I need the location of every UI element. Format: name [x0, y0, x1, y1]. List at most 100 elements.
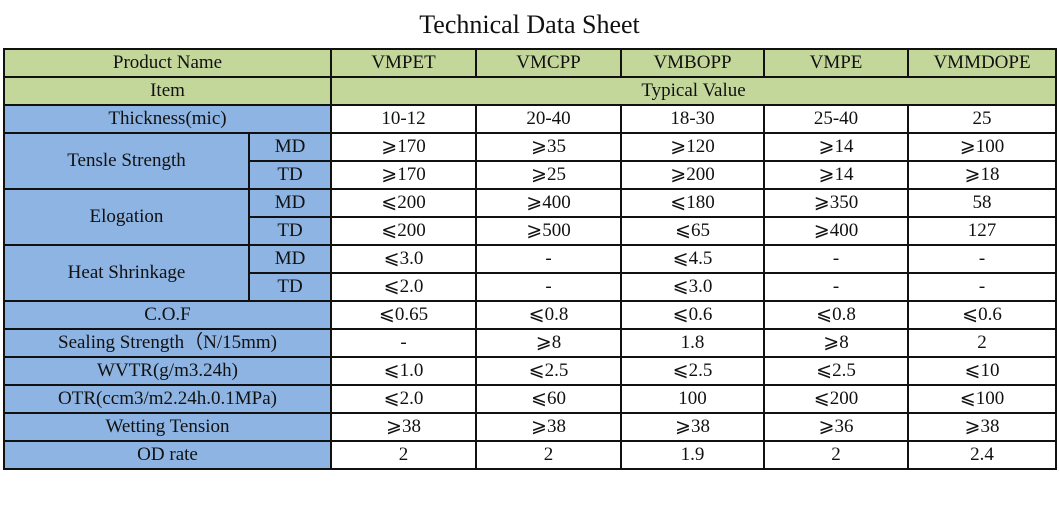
row-label: C.O.F: [2, 300, 333, 330]
table-row-wetting: Wetting Tension ⩾38 ⩾38 ⩾38 ⩾36 ⩾38: [2, 412, 1058, 442]
product-vmpe: VMPE: [763, 48, 910, 78]
cell-value: ⩽1.0: [330, 356, 478, 386]
row-label: Thickness(mic): [2, 104, 333, 134]
cell-value: 2: [763, 440, 910, 470]
cell-value: 10-12: [330, 104, 478, 134]
row-label: Tensle Strength: [3, 132, 250, 190]
cell-value: ⩾35: [475, 132, 623, 162]
cell-value: 2.4: [907, 440, 1058, 470]
item-label: Item: [2, 76, 333, 106]
table-row-elongation-td: TD ⩽200 ⩾500 ⩽65 ⩾400 127: [4, 216, 1058, 246]
row-label: OTR(ccm3/m2.24h.0.1MPa): [2, 384, 333, 414]
cell-value: ⩾350: [763, 188, 910, 218]
page-title: Technical Data Sheet: [419, 10, 640, 39]
product-name-label: Product Name: [2, 48, 333, 78]
cell-value: 25: [907, 104, 1058, 134]
cell-value: ⩽0.65: [330, 300, 478, 330]
row-label: WVTR(g/m3.24h): [2, 356, 333, 386]
product-vmbopp: VMBOPP: [620, 48, 766, 78]
cell-value: ⩾500: [475, 216, 623, 246]
cell-value: ⩾36: [763, 412, 910, 442]
cell-value: ⩽100: [907, 384, 1058, 414]
row-label: Wetting Tension: [2, 412, 333, 442]
cell-value: -: [763, 244, 910, 274]
cell-value: ⩾400: [763, 216, 910, 246]
table-row-cof: C.O.F ⩽0.65 ⩽0.8 ⩽0.6 ⩽0.8 ⩽0.6: [2, 300, 1058, 330]
cell-value: ⩽2.5: [620, 356, 766, 386]
row-label: Sealing Strength（N/15mm): [2, 328, 333, 358]
cell-value: ⩽2.0: [330, 272, 478, 302]
cell-value: ⩽2.0: [330, 384, 478, 414]
cell-value: 58: [907, 188, 1058, 218]
cell-value: ⩾100: [907, 132, 1058, 162]
table-row-shrinkage-td: TD ⩽2.0 - ⩽3.0 - -: [4, 272, 1058, 302]
table-row-shrinkage-md: Heat Shrinkage MD ⩽3.0 - ⩽4.5 - -: [3, 244, 1058, 302]
direction-label: MD: [247, 244, 333, 274]
cell-value: ⩾38: [475, 412, 623, 442]
cell-value: ⩽200: [330, 188, 478, 218]
row-label: OD rate: [2, 440, 333, 470]
table-row-elongation-md: Elogation MD ⩽200 ⩾400 ⩽180 ⩾350 58: [3, 188, 1058, 246]
table-row-tensile-td: TD ⩾170 ⩾25 ⩾200 ⩾14 ⩾18: [4, 160, 1058, 190]
cell-value: 2: [330, 440, 478, 470]
cell-value: 1.8: [620, 328, 766, 358]
product-vmmdope: VMMDOPE: [907, 48, 1058, 78]
cell-value: ⩽0.6: [907, 300, 1058, 330]
cell-value: ⩽3.0: [330, 244, 478, 274]
table-row-sealing: Sealing Strength（N/15mm) - ⩾8 1.8 ⩾8 2: [2, 328, 1058, 358]
product-vmcpp: VMCPP: [475, 48, 623, 78]
cell-value: 2: [475, 440, 623, 470]
cell-value: 1.9: [620, 440, 766, 470]
product-vmpet: VMPET: [330, 48, 478, 78]
cell-value: ⩾8: [763, 328, 910, 358]
row-label: Heat Shrinkage: [3, 244, 250, 302]
cell-value: -: [907, 272, 1058, 302]
cell-value: -: [763, 272, 910, 302]
cell-value: ⩾170: [330, 132, 478, 162]
cell-value: 20-40: [475, 104, 623, 134]
cell-value: 25-40: [763, 104, 910, 134]
cell-value: 18-30: [620, 104, 766, 134]
cell-value: ⩾38: [620, 412, 766, 442]
direction-label: TD: [247, 216, 333, 246]
direction-label: TD: [247, 272, 333, 302]
typical-value-label: Typical Value: [330, 76, 1058, 106]
cell-value: ⩽200: [330, 216, 478, 246]
direction-label: MD: [247, 132, 333, 162]
cell-value: ⩽10: [907, 356, 1058, 386]
cell-value: ⩾120: [620, 132, 766, 162]
direction-label: MD: [247, 188, 333, 218]
table-row-tensile-md: Tensle Strength MD ⩾170 ⩾35 ⩾120 ⩾14 ⩾10…: [3, 132, 1058, 190]
cell-value: ⩾400: [475, 188, 623, 218]
table-row-od: OD rate 2 2 1.9 2 2.4: [2, 440, 1058, 470]
cell-value: ⩽60: [475, 384, 623, 414]
technical-data-table: Product Name VMPET VMCPP VMBOPP VMPE VMM…: [2, 48, 1058, 470]
product-name-row: Product Name VMPET VMCPP VMBOPP VMPE VMM…: [2, 48, 1058, 78]
cell-value: ⩾38: [330, 412, 478, 442]
cell-value: ⩽2.5: [763, 356, 910, 386]
direction-label: TD: [247, 160, 333, 190]
cell-value: ⩽180: [620, 188, 766, 218]
cell-value: ⩽200: [763, 384, 910, 414]
cell-value: ⩾170: [330, 160, 478, 190]
cell-value: -: [475, 272, 623, 302]
cell-value: ⩽0.8: [763, 300, 910, 330]
table-row-otr: OTR(ccm3/m2.24h.0.1MPa) ⩽2.0 ⩽60 100 ⩽20…: [2, 384, 1058, 414]
table-row-wvtr: WVTR(g/m3.24h) ⩽1.0 ⩽2.5 ⩽2.5 ⩽2.5 ⩽10: [2, 356, 1058, 386]
cell-value: ⩾38: [907, 412, 1058, 442]
cell-value: ⩽0.8: [475, 300, 623, 330]
item-row: Item Typical Value: [2, 76, 1058, 106]
cell-value: ⩽65: [620, 216, 766, 246]
cell-value: -: [475, 244, 623, 274]
cell-value: ⩽2.5: [475, 356, 623, 386]
cell-value: ⩾14: [763, 160, 910, 190]
table-row-thickness: Thickness(mic) 10-12 20-40 18-30 25-40 2…: [2, 104, 1058, 134]
cell-value: -: [330, 328, 478, 358]
cell-value: -: [907, 244, 1058, 274]
cell-value: ⩾25: [475, 160, 623, 190]
cell-value: ⩽4.5: [620, 244, 766, 274]
cell-value: 127: [907, 216, 1058, 246]
cell-value: 2: [907, 328, 1058, 358]
cell-value: ⩾14: [763, 132, 910, 162]
cell-value: ⩾8: [475, 328, 623, 358]
